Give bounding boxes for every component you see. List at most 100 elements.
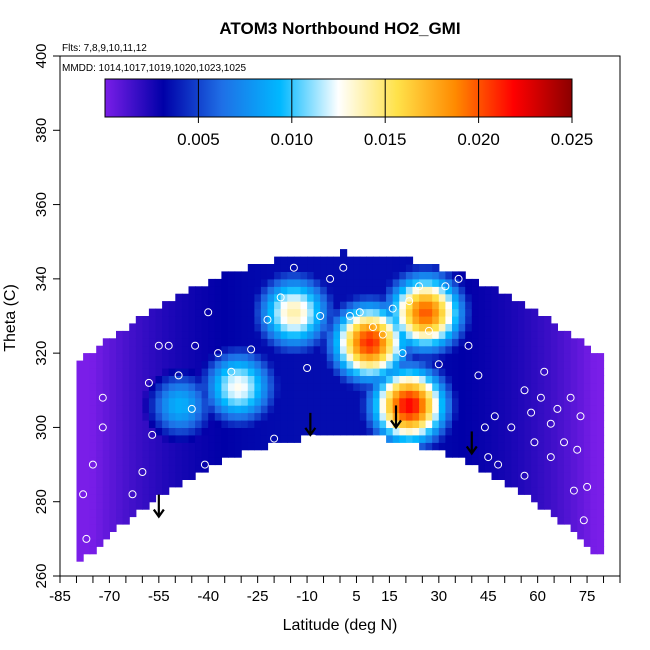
sample-point	[339, 263, 348, 272]
field-cell	[221, 442, 229, 451]
field-cell	[234, 323, 242, 332]
field-cell	[399, 420, 407, 428]
field-cell	[326, 286, 334, 295]
field-cell	[484, 353, 493, 362]
field-cell	[89, 412, 97, 421]
field-cell	[590, 353, 598, 362]
field-cell	[504, 301, 512, 310]
field-cell	[471, 449, 479, 458]
field-cell	[366, 368, 374, 376]
field-cell	[326, 412, 334, 421]
field-cell	[214, 368, 222, 376]
field-cell	[471, 345, 479, 354]
field-cell	[412, 405, 420, 414]
field-cell	[550, 464, 558, 473]
field-cell	[504, 308, 512, 317]
field-cell	[208, 390, 216, 399]
field-cell	[234, 338, 242, 347]
field-cell	[135, 330, 143, 339]
field-cell	[458, 293, 466, 302]
field-cell	[109, 375, 117, 384]
field-cell	[195, 464, 203, 473]
field-cell	[175, 427, 183, 436]
field-cell	[471, 301, 479, 310]
field-cell	[504, 434, 512, 443]
field-cell	[471, 390, 479, 399]
field-cell	[353, 405, 361, 414]
field-cell	[425, 301, 433, 310]
sample-point	[569, 486, 578, 495]
field-cell	[102, 524, 110, 532]
field-cell	[214, 427, 222, 436]
sample-point	[378, 330, 387, 339]
field-cell	[590, 449, 598, 458]
field-cell	[419, 390, 427, 399]
field-cell	[590, 479, 598, 488]
field-cell	[517, 427, 526, 436]
field-cell	[96, 360, 104, 369]
field-cell	[517, 449, 526, 458]
field-cell	[445, 286, 453, 295]
field-cell	[372, 256, 381, 265]
field-cell	[89, 538, 97, 547]
field-cell	[471, 323, 479, 332]
field-cell	[405, 308, 414, 317]
field-cell	[372, 368, 381, 376]
field-cell	[531, 405, 539, 414]
field-cell	[491, 464, 499, 473]
field-cell	[320, 420, 328, 428]
field-cell	[564, 427, 572, 436]
field-cell	[83, 353, 91, 362]
field-cell	[122, 338, 130, 347]
y-tick-label: 280	[33, 489, 50, 514]
field-cell	[221, 434, 229, 443]
field-cell	[425, 264, 433, 272]
field-cell	[333, 427, 341, 436]
field-cell	[471, 405, 479, 414]
field-cell	[96, 434, 104, 443]
field-cell	[419, 368, 427, 376]
field-cell	[438, 293, 446, 302]
field-cell	[89, 397, 97, 406]
field-cell	[491, 412, 499, 421]
sample-point	[207, 471, 216, 480]
field-cell	[491, 427, 499, 436]
field-cell	[524, 449, 532, 458]
field-cell	[419, 330, 427, 339]
field-cell	[590, 420, 598, 428]
field-cell	[102, 501, 110, 510]
field-cell	[142, 464, 150, 473]
field-cell	[326, 323, 334, 332]
field-cell	[326, 308, 334, 317]
field-cell	[320, 353, 328, 362]
field-cell	[412, 375, 420, 384]
field-cell	[386, 323, 394, 332]
field-cell	[484, 412, 493, 421]
field-cell	[142, 353, 150, 362]
field-cell	[260, 271, 269, 280]
field-cell	[557, 442, 565, 451]
field-cell	[544, 457, 552, 466]
field-cell	[577, 479, 585, 488]
field-cell	[83, 434, 91, 443]
field-cell	[550, 509, 558, 518]
field-cell	[333, 301, 341, 310]
field-cell	[247, 412, 255, 421]
field-cell	[247, 434, 255, 443]
field-cell	[320, 330, 328, 339]
field-cell	[307, 360, 315, 369]
field-cell	[195, 323, 203, 332]
field-cell	[458, 449, 466, 458]
field-cell	[326, 264, 334, 272]
field-cell	[214, 278, 222, 287]
field-cell	[346, 271, 354, 280]
field-cell	[155, 368, 163, 376]
field-cell	[155, 457, 163, 466]
field-cell	[307, 256, 315, 265]
field-cell	[293, 301, 302, 310]
field-cell	[386, 420, 394, 428]
sample-point	[98, 393, 107, 402]
field-cell	[524, 397, 532, 406]
field-cell	[148, 382, 157, 391]
field-cell	[96, 353, 104, 362]
